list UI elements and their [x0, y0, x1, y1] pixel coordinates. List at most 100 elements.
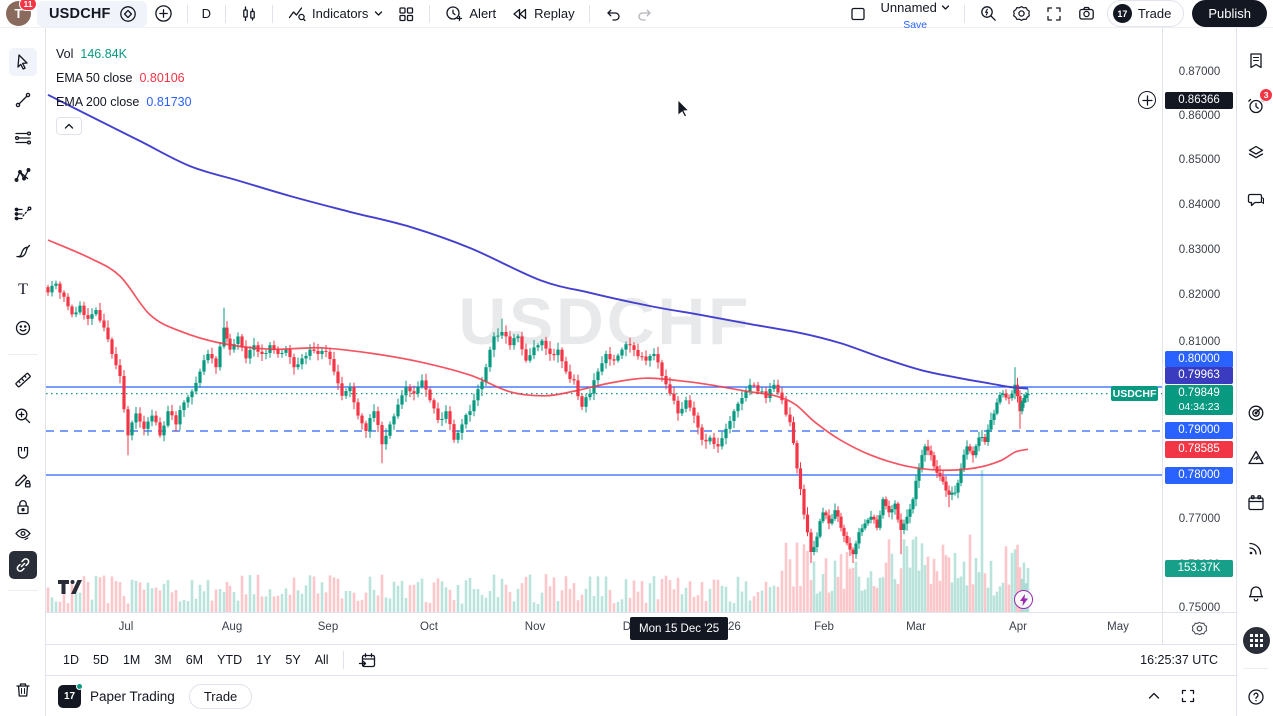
remove-drawings-tool[interactable]	[9, 676, 37, 704]
compare-add-symbol-button[interactable]	[147, 1, 180, 27]
last-price-label[interactable]: 0.79849 04:34:23	[1165, 385, 1233, 415]
ema200-line[interactable]	[47, 93, 1029, 390]
notifications-button[interactable]	[1243, 581, 1268, 606]
time-axis[interactable]: JulAugSepOctNovDec2026FebMarAprMay Mon 1…	[46, 612, 1162, 644]
range-button-YTD[interactable]: YTD	[217, 653, 243, 667]
indicator-templates-button[interactable]	[390, 1, 422, 27]
screenshot-button[interactable]	[1070, 1, 1103, 27]
trading-panel: 17 Paper Trading Trade	[46, 676, 1236, 716]
help-button[interactable]	[1243, 684, 1268, 709]
trend-line-tool[interactable]	[9, 86, 37, 114]
forecast-tool[interactable]	[9, 200, 37, 228]
publish-button[interactable]: Publish	[1192, 0, 1267, 27]
settings-gear-icon	[1012, 6, 1030, 21]
zoom-in-tool[interactable]	[9, 402, 37, 430]
divider	[8, 590, 38, 591]
link-icon	[16, 558, 30, 572]
hide-drawings-tool[interactable]	[9, 520, 37, 548]
price-tick-0.84000: 0.84000	[1178, 199, 1221, 211]
text-tool[interactable]: T	[9, 276, 37, 304]
undo-button[interactable]	[597, 1, 629, 27]
crosshair-price-label[interactable]: 0.86366	[1165, 91, 1233, 109]
volume-value-label[interactable]: 153.37K	[1165, 559, 1233, 577]
go-to-date-button[interactable]	[351, 647, 384, 673]
chat-button[interactable]	[1243, 187, 1268, 212]
range-button-All[interactable]: All	[314, 653, 329, 667]
panel-collapse-button[interactable]	[1146, 688, 1162, 704]
layout-name-button[interactable]: Unnamed Save	[874, 0, 957, 31]
alerts-button[interactable]: 3	[1243, 88, 1273, 118]
horizontal-lines-tool[interactable]	[9, 124, 37, 152]
magnet-icon	[17, 446, 29, 459]
chevron-up-icon	[1148, 692, 1160, 699]
measure-tool[interactable]	[9, 366, 37, 394]
legend-ema200-row[interactable]: EMA 200 close 0.81730	[56, 90, 192, 114]
range-button-1D[interactable]: 1D	[63, 653, 79, 667]
range-button-5D[interactable]: 5D	[92, 653, 109, 667]
indicators-button[interactable]: Indicators	[280, 1, 390, 27]
calendar-button[interactable]	[1243, 490, 1268, 515]
layout-select-button[interactable]	[842, 1, 874, 27]
save-link[interactable]: Save	[903, 19, 928, 32]
panel-trade-button[interactable]: Trade	[188, 683, 253, 709]
news-button[interactable]	[1243, 535, 1268, 560]
cursor-tool[interactable]	[9, 48, 37, 76]
range-button-3M[interactable]: 3M	[154, 653, 172, 667]
connected-status-dot	[76, 682, 83, 690]
symbol-search-button[interactable]: USDCHF	[37, 0, 147, 27]
level-079-label[interactable]: 0.79000	[1165, 421, 1233, 439]
screenshot-camera-icon	[1079, 6, 1094, 20]
emoji-tool[interactable]	[9, 314, 37, 342]
lock-all-tool[interactable]	[9, 493, 37, 521]
brush-tool[interactable]	[9, 238, 37, 266]
range-button-6M[interactable]: 6M	[185, 653, 204, 667]
interval-button[interactable]: D	[195, 1, 218, 27]
price-axis[interactable]: 0.87000 0.86000 0.85000 0.84000 0.83000 0.820…	[1162, 28, 1236, 614]
magnet-tool[interactable]	[9, 440, 37, 468]
ema200-value-label[interactable]: 0.79963	[1165, 366, 1233, 384]
axis-settings-corner[interactable]	[1162, 612, 1236, 644]
chart-settings-button[interactable]	[1005, 1, 1038, 27]
panel-maximize-button[interactable]	[1180, 688, 1196, 704]
go-to-date-icon	[358, 652, 375, 667]
user-avatar[interactable]: T 11	[6, 0, 37, 26]
alert-button[interactable]: Alert	[437, 1, 503, 27]
chart-area[interactable]: USDCHF Vol 146.84K EMA 50 close 0.80106 …	[46, 28, 1162, 612]
separator	[186, 4, 188, 23]
symbol-name: USDCHF	[49, 5, 111, 22]
legend-ema50-row[interactable]: EMA 50 close 0.80106	[56, 66, 192, 90]
level-080-label[interactable]: 0.80000	[1165, 350, 1233, 368]
alert-clock-icon	[446, 6, 463, 22]
range-button-1Y[interactable]: 1Y	[256, 653, 272, 667]
fullscreen-button[interactable]	[1038, 1, 1070, 27]
flag-diamond-icon[interactable]	[119, 5, 137, 23]
ema50-line[interactable]	[47, 239, 1029, 472]
candlestick-chart[interactable]: USDCHF	[46, 28, 1162, 612]
pattern-tool[interactable]	[9, 162, 37, 190]
object-tree-button[interactable]	[1243, 140, 1268, 165]
crosshair-date-label: Mon 15 Dec '25	[630, 617, 729, 640]
lightning-event-icon[interactable]	[1014, 590, 1033, 609]
screener-button[interactable]	[1243, 400, 1268, 425]
utc-clock[interactable]: 16:25:37 UTC	[1140, 653, 1218, 667]
apps-menu-button[interactable]	[1243, 627, 1270, 654]
legend-volume-row[interactable]: Vol 146.84K	[56, 42, 192, 66]
chart-type-button[interactable]	[233, 1, 265, 27]
mouse-cursor	[677, 99, 693, 119]
range-button-1M[interactable]: 1M	[122, 653, 141, 667]
quick-search-button[interactable]	[972, 1, 1005, 27]
level-078-label[interactable]: 0.78000	[1165, 466, 1233, 484]
ideas-button[interactable]	[1243, 445, 1268, 470]
legend-collapse-button[interactable]	[56, 117, 82, 135]
redo-button[interactable]	[629, 1, 661, 27]
ema50-value-label[interactable]: 0.78585	[1165, 440, 1233, 458]
replay-button[interactable]: Replay	[503, 1, 581, 27]
drawing-toolbar: T	[0, 28, 46, 716]
range-button-5Y[interactable]: 5Y	[285, 653, 301, 667]
crosshair-add-alert-button[interactable]	[1138, 91, 1156, 109]
trade-button[interactable]: 17 Trade	[1106, 0, 1185, 27]
cursor-icon	[17, 54, 28, 70]
sync-drawings-tool[interactable]	[9, 551, 37, 579]
watchlist-button[interactable]	[1243, 48, 1268, 73]
drawing-mode-tool[interactable]	[9, 466, 37, 494]
